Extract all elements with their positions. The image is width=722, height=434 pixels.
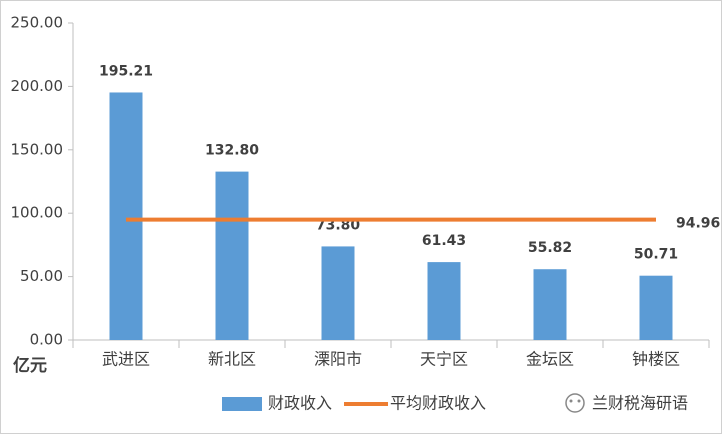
x-tick-label: 新北区 bbox=[208, 350, 256, 369]
y-tick-label: 250.00 bbox=[11, 14, 64, 32]
data-label: 132.80 bbox=[205, 143, 259, 159]
data-label: 94.96 bbox=[676, 216, 720, 232]
legend-label: 财政收入 bbox=[268, 394, 332, 413]
x-tick-label: 天宁区 bbox=[420, 350, 468, 369]
y-tick-label: 100.00 bbox=[11, 204, 64, 222]
bar bbox=[427, 262, 461, 340]
bar bbox=[533, 269, 567, 340]
x-tick-label: 溧阳市 bbox=[314, 350, 362, 369]
bar bbox=[215, 171, 249, 340]
data-label: 195.21 bbox=[99, 63, 153, 79]
x-tick-label: 钟楼区 bbox=[632, 350, 680, 369]
legend-label: 平均财政收入 bbox=[390, 394, 486, 413]
y-tick-label: 0.00 bbox=[30, 331, 63, 349]
y-unit: 亿元 bbox=[13, 355, 47, 376]
bar bbox=[109, 92, 143, 340]
x-tick-label: 金坛区 bbox=[526, 350, 574, 369]
data-label: 50.71 bbox=[634, 247, 678, 263]
watermark-icon bbox=[565, 393, 585, 413]
y-tick-label: 200.00 bbox=[11, 77, 64, 95]
data-label: 61.43 bbox=[422, 233, 466, 249]
legend-swatch bbox=[222, 397, 262, 411]
data-label: 55.82 bbox=[528, 240, 572, 256]
y-tick-label: 50.00 bbox=[20, 267, 63, 285]
x-tick-label: 武进区 bbox=[102, 350, 150, 369]
bar bbox=[321, 246, 355, 340]
y-tick-label: 150.00 bbox=[11, 140, 64, 158]
bar bbox=[639, 275, 673, 340]
watermark: 兰财税海研语 bbox=[592, 394, 688, 413]
